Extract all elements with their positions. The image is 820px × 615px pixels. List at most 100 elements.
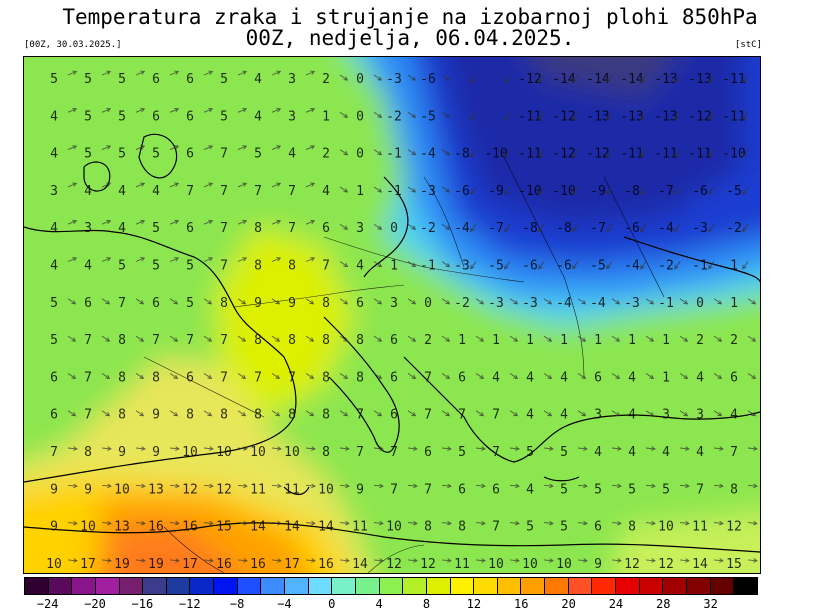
temperature-label: 5 <box>560 445 568 460</box>
temperature-label: 7 <box>50 445 58 460</box>
wind-arrow <box>271 219 282 225</box>
temperature-label: 5 <box>662 482 670 497</box>
color-bar-swatch <box>710 578 735 594</box>
temperature-label: 7 <box>254 184 262 199</box>
temperature-label: 8 <box>356 370 364 385</box>
wind-arrow <box>509 558 520 563</box>
temperature-label: 6 <box>50 370 58 385</box>
wind-arrow <box>339 223 349 230</box>
temperature-label: -13 <box>688 72 711 87</box>
temperature-label: -11 <box>518 147 541 162</box>
wind-arrow <box>271 558 282 563</box>
wind-arrow <box>305 335 315 342</box>
wind-arrow <box>747 520 758 526</box>
wind-arrow <box>237 182 248 188</box>
wind-arrow <box>606 223 613 233</box>
temperature-label: 8 <box>322 445 330 460</box>
temperature-label: 11 <box>250 482 266 497</box>
temperature-label: 4 <box>50 259 58 274</box>
wind-arrow <box>674 112 681 121</box>
temperature-label: -14 <box>586 72 610 87</box>
temperature-label: 7 <box>492 445 500 460</box>
temperature-label: 14 <box>692 557 708 572</box>
temperature-label: -11 <box>654 147 677 162</box>
wind-arrow <box>237 483 248 489</box>
temperature-label: 6 <box>730 370 738 385</box>
temperature-label: 7 <box>220 333 228 348</box>
temperature-label: -4 <box>420 147 436 162</box>
wind-arrow <box>470 149 477 158</box>
wind-arrow <box>713 410 723 417</box>
temperature-label: 8 <box>288 408 296 423</box>
wind-arrow <box>101 182 112 188</box>
temperature-label: 16 <box>216 557 232 572</box>
wind-arrow <box>509 373 519 380</box>
temperature-label: -2 <box>726 221 742 236</box>
wind-arrow <box>135 373 145 380</box>
wind-arrow <box>611 558 622 563</box>
temperature-label: 7 <box>730 445 738 460</box>
temperature-label: 9 <box>594 557 602 572</box>
color-bar-swatch <box>214 578 238 594</box>
temperature-label: 5 <box>526 520 534 535</box>
temperature-label: -11 <box>518 109 541 124</box>
wind-arrow <box>606 74 613 84</box>
wind-arrow <box>169 335 179 342</box>
wind-arrow <box>237 410 247 417</box>
color-bar-swatch <box>166 578 191 594</box>
wind-arrow <box>373 186 383 193</box>
wind-arrow <box>504 74 511 84</box>
temperature-label: -5 <box>590 259 606 274</box>
wind-arrow <box>271 298 281 305</box>
color-bar-tick-label: −4 <box>277 597 292 611</box>
wind-arrow <box>509 410 519 417</box>
temperature-label: 6 <box>458 482 466 497</box>
wind-arrow <box>538 261 545 270</box>
wind-arrow <box>373 149 383 156</box>
wind-arrow <box>237 145 248 151</box>
wind-arrow <box>101 145 112 151</box>
temperature-label: 10 <box>386 520 402 535</box>
temperature-label: 5 <box>220 72 228 87</box>
temperature-label: 10 <box>216 445 232 460</box>
temperature-label: -3 <box>624 296 640 311</box>
wind-arrow <box>407 558 418 563</box>
chart-subtitle: 00Z, nedjelja, 06.04.2025. <box>245 26 575 50</box>
temperature-label: 10 <box>284 445 300 460</box>
wind-arrow <box>135 219 146 225</box>
wind-arrow <box>538 149 545 158</box>
wind-arrow <box>679 298 689 305</box>
temperature-label: 16 <box>182 520 198 535</box>
temperature-label: -1 <box>420 259 436 274</box>
color-bar-swatch <box>285 578 309 594</box>
color-bar-swatch <box>261 578 286 594</box>
wind-arrow <box>305 520 316 526</box>
wind-arrow <box>305 373 315 380</box>
temperature-label: 7 <box>356 445 364 460</box>
wind-arrow <box>339 186 349 193</box>
temperature-label: 4 <box>730 408 738 423</box>
temperature-label: 4 <box>628 445 636 460</box>
wind-arrow <box>713 483 724 489</box>
wind-arrow <box>373 483 384 489</box>
color-bar-tick-label: 28 <box>656 597 671 611</box>
wind-arrow <box>645 520 656 526</box>
wind-arrow <box>169 446 180 451</box>
temperature-label: 8 <box>220 296 228 311</box>
temperature-label: -11 <box>620 147 643 162</box>
wind-arrow <box>713 558 724 563</box>
temperature-label: -4 <box>624 259 640 274</box>
temperature-label: -11 <box>722 109 745 124</box>
wind-arrow <box>305 182 316 188</box>
wind-arrow <box>407 446 418 451</box>
color-bar-swatch <box>25 578 49 594</box>
wind-arrow <box>742 112 749 121</box>
wind-arrow <box>169 219 180 225</box>
wind-arrow <box>101 257 112 262</box>
temperature-label: 5 <box>152 147 160 162</box>
wind-arrow <box>67 145 78 151</box>
wind-arrow <box>475 335 485 342</box>
wind-arrow <box>407 520 418 526</box>
wind-arrow <box>203 483 214 489</box>
wind-arrow <box>339 373 349 380</box>
